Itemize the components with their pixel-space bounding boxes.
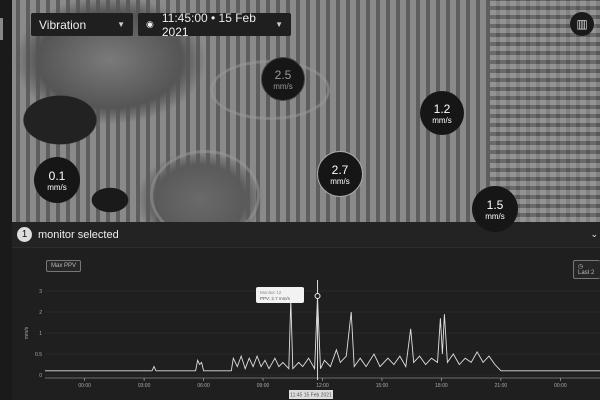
max-ppv-button[interactable]: Max PPV (46, 260, 82, 272)
monitor-bubble[interactable]: 1.2 mm/s (420, 91, 464, 135)
clock-icon: ◷ (578, 264, 584, 270)
monitor-bubble-selected[interactable]: 2.7 mm/s (317, 151, 363, 197)
panel-header[interactable]: 1 monitor selected ⌄ (12, 222, 600, 248)
monitor-panel: 1 monitor selected ⌄ Max PPV ◷ Last 2 (12, 222, 600, 400)
bubble-value: 1.2 (433, 101, 451, 116)
bubble-unit: mm/s (330, 176, 350, 186)
monitor-bubble[interactable]: 0.1 mm/s (34, 157, 80, 203)
datetime-dropdown[interactable]: ◉ 11:45:00 • 15 Feb 2021 ▼ (138, 10, 291, 39)
map-layers-button[interactable]: ▥ (570, 12, 594, 36)
bubble-value: 0.1 (48, 168, 66, 183)
monitor-bubble[interactable]: 1.5 mm/s (472, 186, 518, 232)
metric-label: Vibration (39, 17, 87, 32)
bubble-unit: mm/s (432, 115, 452, 125)
chevron-down-icon: ▼ (117, 20, 125, 29)
bubble-value: 1.5 (486, 197, 504, 212)
panel-title: monitor selected (38, 228, 119, 241)
time-range-button[interactable]: ◷ Last 2 (573, 260, 600, 279)
map-icon: ▥ (576, 17, 588, 31)
chevron-down-icon: ▼ (275, 20, 283, 29)
bubble-unit: mm/s (273, 81, 293, 91)
bubble-value: 2.5 (274, 67, 292, 82)
chevron-icon[interactable]: ⌄ (590, 229, 598, 239)
bubble-unit: mm/s (485, 211, 505, 221)
monitor-bubble[interactable]: 2.5 mm/s (261, 57, 305, 101)
datetime-label: 11:45:00 • 15 Feb 2021 (161, 10, 256, 39)
satellite-map[interactable] (0, 0, 600, 222)
clock-icon: ◉ (146, 19, 154, 29)
side-rail (0, 0, 12, 400)
map-pit (150, 150, 260, 222)
bubble-value: 2.7 (331, 162, 349, 177)
metric-dropdown[interactable]: Vibration ▼ (31, 13, 133, 36)
map-town-area (490, 0, 600, 222)
bubble-unit: mm/s (47, 182, 67, 192)
selected-count: 1 (17, 227, 32, 242)
time-range-label: Last 2 (578, 270, 595, 276)
